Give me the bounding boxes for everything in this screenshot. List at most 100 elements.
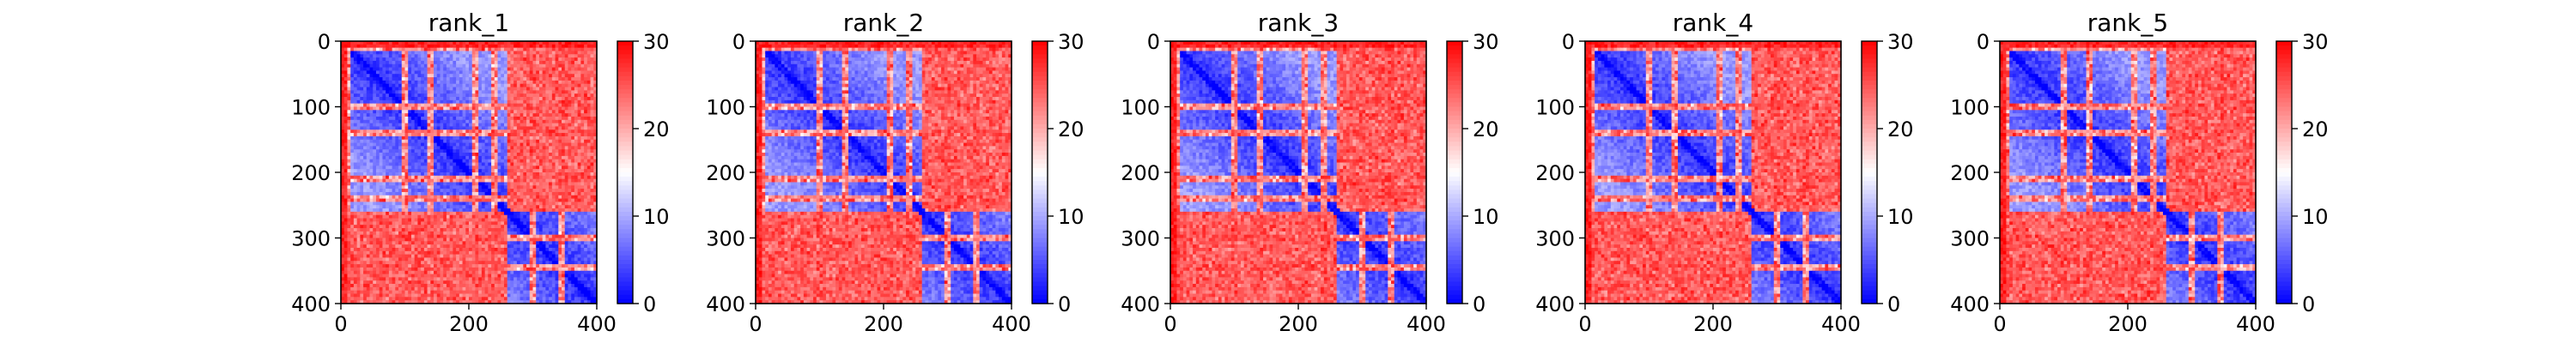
heatmap-cell bbox=[456, 74, 460, 78]
heatmap-cell bbox=[369, 182, 374, 186]
heatmap-cell bbox=[484, 191, 489, 196]
heatmap-cell bbox=[519, 83, 524, 88]
heatmap-cell bbox=[443, 99, 447, 105]
heatmap-cell bbox=[443, 119, 447, 124]
heatmap-cell bbox=[350, 77, 355, 81]
heatmap-cell bbox=[434, 60, 438, 65]
heatmap-cell bbox=[414, 123, 419, 128]
heatmap-cell bbox=[347, 47, 351, 52]
heatmap-cell bbox=[382, 178, 386, 184]
heatmap-cell bbox=[562, 175, 566, 180]
heatmap-cell bbox=[513, 234, 518, 239]
heatmap-cell bbox=[574, 205, 579, 209]
heatmap-cell bbox=[519, 116, 524, 121]
heatmap-cell bbox=[369, 54, 374, 58]
heatmap-cell bbox=[398, 165, 403, 170]
heatmap-cell bbox=[568, 47, 572, 52]
heatmap-cell bbox=[363, 214, 368, 220]
heatmap-cell bbox=[465, 103, 470, 108]
heatmap-cell bbox=[401, 165, 406, 170]
heatmap-cell bbox=[453, 54, 457, 58]
heatmap-cell bbox=[421, 172, 425, 177]
heatmap-cell bbox=[519, 155, 524, 160]
heatmap-cell bbox=[440, 162, 444, 166]
heatmap-cell bbox=[465, 83, 470, 88]
heatmap-cell bbox=[343, 123, 349, 128]
heatmap-cell bbox=[347, 228, 351, 232]
heatmap-cell bbox=[363, 175, 368, 180]
heatmap-cell bbox=[593, 231, 598, 236]
heatmap-cell bbox=[526, 113, 531, 117]
heatmap-cell bbox=[414, 60, 419, 65]
heatmap-cell bbox=[382, 133, 386, 137]
heatmap-cell bbox=[538, 202, 544, 206]
heatmap-cell bbox=[427, 90, 431, 94]
heatmap-cell bbox=[360, 159, 364, 164]
heatmap-cell bbox=[484, 41, 489, 45]
heatmap-cell bbox=[465, 44, 470, 49]
heatmap-cell bbox=[478, 99, 483, 105]
heatmap-cell bbox=[341, 57, 345, 62]
heatmap-cell bbox=[558, 182, 562, 186]
heatmap-cell bbox=[519, 103, 524, 108]
heatmap-cell bbox=[586, 202, 592, 206]
heatmap-cell bbox=[523, 123, 527, 128]
heatmap-cell bbox=[465, 195, 470, 200]
heatmap-cell bbox=[481, 70, 486, 75]
heatmap-cell bbox=[558, 208, 562, 213]
heatmap-cell bbox=[453, 221, 457, 226]
heatmap-cell bbox=[501, 241, 505, 245]
heatmap-cell bbox=[421, 77, 425, 81]
heatmap-cell bbox=[382, 238, 386, 242]
heatmap-cell bbox=[430, 133, 434, 137]
heatmap-cell bbox=[341, 178, 345, 184]
heatmap-cell bbox=[494, 178, 499, 184]
heatmap-cell bbox=[558, 155, 562, 160]
heatmap-cell bbox=[375, 172, 380, 177]
heatmap-cell bbox=[586, 142, 592, 147]
heatmap-cell bbox=[401, 126, 406, 130]
heatmap-cell bbox=[449, 74, 453, 78]
heatmap-cell bbox=[484, 99, 489, 105]
heatmap-cell bbox=[363, 67, 368, 72]
heatmap-cell bbox=[586, 159, 592, 164]
heatmap-cell bbox=[456, 51, 460, 55]
heatmap-cell bbox=[471, 211, 477, 216]
heatmap-cell bbox=[532, 47, 537, 52]
heatmap-cell bbox=[440, 191, 444, 196]
heatmap-cell bbox=[584, 159, 588, 164]
heatmap-cell bbox=[363, 113, 368, 117]
heatmap-cell bbox=[536, 135, 540, 141]
heatmap-cell bbox=[574, 231, 579, 236]
heatmap-cell bbox=[584, 214, 588, 220]
heatmap-cell bbox=[562, 63, 566, 69]
heatmap-cell bbox=[471, 214, 477, 220]
heatmap-cell bbox=[408, 103, 412, 108]
heatmap-cell bbox=[363, 126, 368, 130]
heatmap-cell bbox=[577, 123, 581, 128]
heatmap-cell bbox=[388, 153, 393, 157]
heatmap-cell bbox=[494, 70, 499, 75]
heatmap-cell bbox=[526, 60, 531, 65]
heatmap-cell bbox=[353, 123, 358, 128]
heatmap-cell bbox=[410, 54, 416, 58]
heatmap-cell bbox=[558, 178, 562, 184]
heatmap-cell bbox=[375, 238, 380, 242]
heatmap-cell bbox=[386, 116, 390, 121]
heatmap-cell bbox=[529, 178, 534, 184]
heatmap-cell bbox=[423, 67, 428, 72]
heatmap-cell bbox=[456, 149, 460, 153]
heatmap-cell bbox=[366, 175, 371, 180]
heatmap-cell bbox=[434, 182, 438, 186]
heatmap-cell bbox=[551, 70, 556, 75]
heatmap-cell bbox=[555, 44, 559, 49]
heatmap-cell bbox=[593, 238, 598, 242]
heatmap-cell bbox=[513, 80, 518, 85]
heatmap-cell bbox=[475, 116, 479, 121]
heatmap-cell bbox=[580, 241, 585, 245]
heatmap-cell bbox=[382, 208, 386, 213]
heatmap-cell bbox=[465, 172, 470, 177]
heatmap-cell bbox=[398, 119, 403, 124]
heatmap-cell bbox=[421, 241, 425, 245]
heatmap-cell bbox=[434, 44, 438, 49]
